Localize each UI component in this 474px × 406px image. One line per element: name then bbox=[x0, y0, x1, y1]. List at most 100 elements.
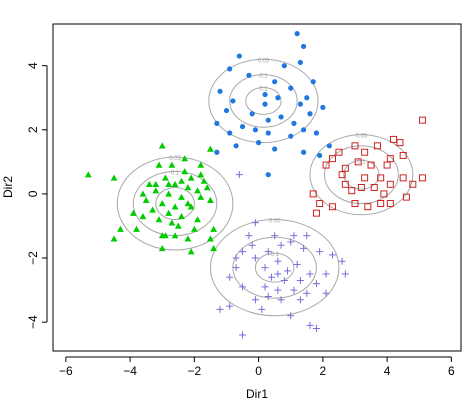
contour-ring bbox=[309, 134, 414, 216]
y-tick-label: −4 bbox=[26, 315, 40, 329]
data-point bbox=[165, 180, 173, 188]
data-point bbox=[261, 264, 269, 272]
data-point bbox=[271, 232, 279, 240]
data-point bbox=[184, 200, 192, 207]
data-point bbox=[377, 200, 385, 208]
data-point bbox=[300, 244, 308, 252]
data-point bbox=[348, 187, 356, 195]
data-point bbox=[190, 225, 198, 232]
contour-label: 0.1 bbox=[270, 252, 279, 258]
data-point bbox=[232, 254, 240, 262]
data-point bbox=[171, 232, 179, 239]
data-point bbox=[245, 232, 253, 240]
data-point bbox=[207, 235, 214, 242]
data-point bbox=[262, 91, 268, 98]
data-point bbox=[312, 325, 320, 333]
data-point bbox=[232, 264, 240, 272]
data-point bbox=[300, 149, 307, 155]
contour-ring bbox=[208, 58, 319, 144]
contour-label: 0.05 bbox=[258, 58, 270, 64]
data-point bbox=[383, 161, 391, 169]
data-point bbox=[264, 293, 272, 300]
data-point bbox=[203, 184, 211, 191]
data-point bbox=[316, 248, 324, 256]
y-tick-label: 2 bbox=[26, 126, 40, 133]
data-point bbox=[168, 219, 176, 226]
data-point bbox=[328, 251, 336, 259]
data-point bbox=[275, 95, 281, 101]
data-point bbox=[214, 149, 220, 155]
x-tick-label: −6 bbox=[59, 364, 73, 378]
contour-label: 0.1 bbox=[357, 159, 366, 165]
data-point bbox=[341, 270, 349, 278]
contour-ring bbox=[155, 187, 195, 221]
data-point bbox=[214, 120, 220, 126]
data-point bbox=[149, 206, 156, 213]
data-point bbox=[236, 53, 242, 59]
data-point bbox=[297, 59, 303, 66]
data-point bbox=[178, 177, 185, 184]
data-point bbox=[278, 114, 284, 120]
data-point bbox=[274, 257, 282, 265]
data-point bbox=[162, 174, 169, 181]
data-point bbox=[300, 43, 307, 50]
data-point bbox=[281, 63, 287, 69]
data-point bbox=[261, 283, 269, 291]
data-point bbox=[294, 31, 300, 37]
data-point bbox=[341, 180, 349, 188]
data-point bbox=[207, 145, 214, 152]
y-axis: −4 −2 0 2 4 bbox=[26, 62, 48, 329]
data-point bbox=[171, 180, 179, 188]
x-tick-label: −4 bbox=[123, 364, 137, 378]
data-point bbox=[296, 296, 304, 304]
data-point bbox=[354, 158, 362, 166]
data-point bbox=[184, 235, 192, 242]
data-point bbox=[152, 180, 160, 188]
data-point bbox=[313, 130, 320, 136]
data-point bbox=[291, 120, 297, 126]
plot-frame bbox=[52, 23, 462, 352]
data-point bbox=[380, 190, 388, 198]
x-tick-label: 2 bbox=[320, 364, 327, 378]
data-point bbox=[396, 139, 404, 147]
x-tick-label: 0 bbox=[255, 364, 262, 378]
data-point bbox=[197, 171, 205, 178]
data-point bbox=[312, 209, 320, 217]
data-point bbox=[239, 283, 247, 291]
data-point bbox=[258, 305, 266, 313]
data-point bbox=[145, 180, 153, 188]
data-point bbox=[312, 280, 320, 288]
data-point bbox=[194, 216, 201, 223]
data-point bbox=[287, 238, 295, 246]
data-point bbox=[309, 190, 317, 198]
data-point bbox=[84, 171, 92, 178]
data-point bbox=[200, 177, 208, 184]
data-point bbox=[187, 174, 195, 181]
data-point bbox=[277, 296, 285, 304]
data-point bbox=[272, 146, 278, 152]
density-contours: 0.1 0.1 0.05 0.1 0.05 0.1 0.05 0.1 0.05 bbox=[116, 58, 414, 317]
data-point bbox=[194, 187, 201, 194]
data-point bbox=[139, 212, 147, 220]
data-point bbox=[249, 111, 255, 117]
data-point bbox=[290, 286, 298, 294]
data-point bbox=[227, 66, 233, 72]
data-point bbox=[210, 225, 218, 232]
data-point bbox=[265, 130, 271, 136]
contour-label: 0.05 bbox=[169, 156, 181, 162]
data-point bbox=[162, 232, 169, 239]
contour-label: 0.05 bbox=[269, 219, 281, 225]
data-point bbox=[155, 216, 163, 223]
contour-label: 0.1 bbox=[259, 86, 268, 92]
x-axis: −6 −4 −2 0 2 4 6 bbox=[59, 356, 455, 378]
data-point bbox=[155, 161, 163, 168]
data-point bbox=[235, 171, 243, 179]
data-point bbox=[338, 257, 346, 265]
data-point bbox=[181, 168, 189, 175]
data-point bbox=[280, 276, 288, 284]
data-point bbox=[306, 321, 314, 329]
data-point bbox=[303, 232, 311, 240]
data-point bbox=[265, 172, 271, 178]
x-tick-label: 6 bbox=[448, 364, 455, 378]
data-point bbox=[174, 222, 182, 229]
